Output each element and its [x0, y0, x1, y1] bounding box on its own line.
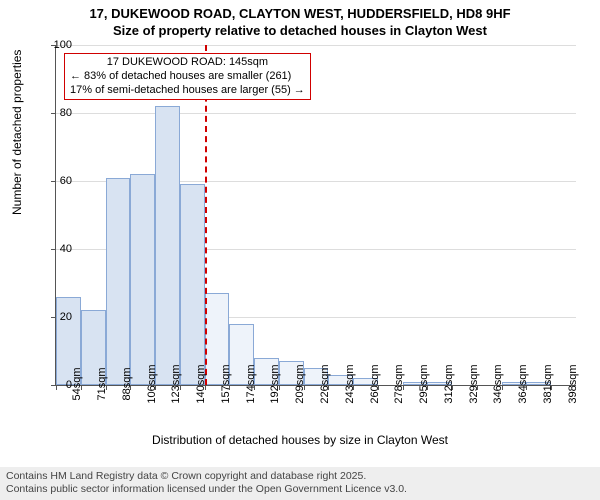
- ytick-label: 100: [42, 39, 72, 51]
- plot-area: 17 DUKEWOOD ROAD: 145sqm← 83% of detache…: [55, 45, 576, 386]
- histogram-bar: [106, 178, 131, 385]
- property-info-box: 17 DUKEWOOD ROAD: 145sqm← 83% of detache…: [64, 53, 311, 100]
- xtick-label: 398sqm: [567, 364, 579, 403]
- attribution-footer: Contains HM Land Registry data © Crown c…: [0, 467, 600, 500]
- ytick-label: 0: [42, 379, 72, 391]
- histogram-bar: [155, 106, 180, 385]
- xtick-label: 329sqm: [468, 364, 480, 403]
- footer-line-1: Contains HM Land Registry data © Crown c…: [6, 470, 594, 484]
- xtick-label: 88sqm: [121, 367, 133, 400]
- xtick-label: 157sqm: [220, 364, 232, 403]
- xtick-label: 243sqm: [344, 364, 356, 403]
- ytick-label: 20: [42, 311, 72, 323]
- xtick-label: 346sqm: [492, 364, 504, 403]
- chart-container: Number of detached properties 17 DUKEWOO…: [0, 40, 600, 440]
- xtick-label: 54sqm: [71, 367, 83, 400]
- chart-title: 17, DUKEWOOD ROAD, CLAYTON WEST, HUDDERS…: [0, 0, 600, 40]
- info-line-3: 17% of semi-detached houses are larger (…: [70, 84, 305, 98]
- xtick-label: 364sqm: [517, 364, 529, 403]
- title-line-2: Size of property relative to detached ho…: [0, 23, 600, 40]
- ytick-label: 40: [42, 243, 72, 255]
- info-line-2: ← 83% of detached houses are smaller (26…: [70, 70, 305, 84]
- info-line-1: 17 DUKEWOOD ROAD: 145sqm: [70, 56, 305, 70]
- xtick-label: 71sqm: [96, 367, 108, 400]
- xtick-label: 312sqm: [443, 364, 455, 403]
- histogram-bar: [180, 184, 205, 385]
- ytick-label: 80: [42, 107, 72, 119]
- xtick-label: 226sqm: [319, 364, 331, 403]
- title-line-1: 17, DUKEWOOD ROAD, CLAYTON WEST, HUDDERS…: [0, 6, 600, 23]
- footer-line-2: Contains public sector information licen…: [6, 483, 594, 497]
- xtick-label: 140sqm: [195, 364, 207, 403]
- xtick-label: 174sqm: [245, 364, 257, 403]
- xtick-label: 295sqm: [418, 364, 430, 403]
- xtick-label: 106sqm: [146, 364, 158, 403]
- histogram-bar: [130, 174, 155, 385]
- gridline: [56, 113, 576, 114]
- x-axis-label: Distribution of detached houses by size …: [0, 433, 600, 447]
- xtick-label: 123sqm: [170, 364, 182, 403]
- gridline: [56, 45, 576, 46]
- ytick-label: 60: [42, 175, 72, 187]
- y-axis-label: Number of detached properties: [10, 50, 24, 215]
- xtick-label: 209sqm: [294, 364, 306, 403]
- xtick-label: 381sqm: [542, 364, 554, 403]
- xtick-label: 278sqm: [393, 364, 405, 403]
- xtick-label: 260sqm: [369, 364, 381, 403]
- xtick-label: 192sqm: [269, 364, 281, 403]
